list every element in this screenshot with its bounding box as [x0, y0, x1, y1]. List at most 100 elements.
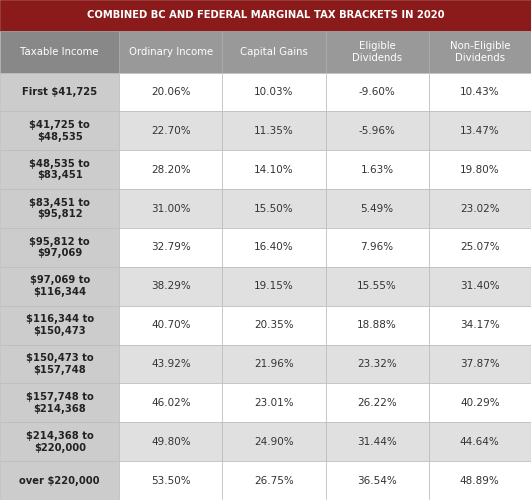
Bar — [119, 112, 222, 150]
Bar — [222, 31, 326, 72]
Bar — [326, 150, 429, 189]
Text: 25.07%: 25.07% — [460, 242, 500, 252]
Bar — [326, 267, 429, 306]
Text: Non-Eligible
Dividends: Non-Eligible Dividends — [450, 41, 510, 62]
Text: 26.22%: 26.22% — [357, 398, 397, 408]
Bar — [429, 112, 531, 150]
Bar — [0, 112, 119, 150]
Bar — [429, 384, 531, 422]
Bar — [0, 306, 119, 344]
Text: $97,069 to
$116,344: $97,069 to $116,344 — [30, 276, 90, 297]
Bar — [326, 461, 429, 500]
Text: 7.96%: 7.96% — [361, 242, 393, 252]
Bar — [119, 384, 222, 422]
Bar — [429, 461, 531, 500]
Text: 22.70%: 22.70% — [151, 126, 191, 136]
Text: 16.40%: 16.40% — [254, 242, 294, 252]
Bar — [429, 228, 531, 267]
Bar — [119, 150, 222, 189]
Text: 48.89%: 48.89% — [460, 476, 500, 486]
Bar — [0, 189, 119, 228]
Bar — [222, 189, 326, 228]
Text: 10.03%: 10.03% — [254, 87, 294, 97]
Text: 19.15%: 19.15% — [254, 281, 294, 291]
Bar — [222, 72, 326, 112]
Text: 23.02%: 23.02% — [460, 204, 500, 214]
Bar — [429, 189, 531, 228]
Bar — [119, 461, 222, 500]
Text: First $41,725: First $41,725 — [22, 87, 97, 97]
Bar — [119, 306, 222, 344]
Text: $41,725 to
$48,535: $41,725 to $48,535 — [29, 120, 90, 142]
Text: 24.90%: 24.90% — [254, 436, 294, 446]
Text: 20.35%: 20.35% — [254, 320, 294, 330]
Bar — [326, 189, 429, 228]
Bar — [0, 384, 119, 422]
Bar — [222, 344, 326, 384]
Text: 37.87%: 37.87% — [460, 359, 500, 369]
Bar — [326, 228, 429, 267]
Text: Ordinary Income: Ordinary Income — [129, 47, 213, 56]
Bar — [429, 344, 531, 384]
Bar — [326, 344, 429, 384]
Bar — [222, 384, 326, 422]
Text: 14.10%: 14.10% — [254, 164, 294, 174]
Bar — [0, 72, 119, 112]
Text: over $220,000: over $220,000 — [20, 476, 100, 486]
Text: Taxable Income: Taxable Income — [21, 47, 99, 56]
Bar — [326, 306, 429, 344]
Text: 40.70%: 40.70% — [151, 320, 191, 330]
Text: 40.29%: 40.29% — [460, 398, 500, 408]
Text: 32.79%: 32.79% — [151, 242, 191, 252]
Bar — [222, 228, 326, 267]
Text: $150,473 to
$157,748: $150,473 to $157,748 — [26, 353, 93, 375]
Bar — [222, 267, 326, 306]
Text: 49.80%: 49.80% — [151, 436, 191, 446]
Bar — [326, 422, 429, 461]
Text: 5.49%: 5.49% — [361, 204, 393, 214]
Bar — [119, 344, 222, 384]
Text: 11.35%: 11.35% — [254, 126, 294, 136]
Bar — [119, 267, 222, 306]
Bar — [429, 306, 531, 344]
Text: 10.43%: 10.43% — [460, 87, 500, 97]
Text: 15.55%: 15.55% — [357, 281, 397, 291]
Text: $95,812 to
$97,069: $95,812 to $97,069 — [29, 236, 90, 258]
Text: 36.54%: 36.54% — [357, 476, 397, 486]
Text: 13.47%: 13.47% — [460, 126, 500, 136]
Text: 44.64%: 44.64% — [460, 436, 500, 446]
Bar — [429, 31, 531, 72]
Text: COMBINED BC AND FEDERAL MARGINAL TAX BRACKETS IN 2020: COMBINED BC AND FEDERAL MARGINAL TAX BRA… — [87, 10, 444, 20]
Text: $157,748 to
$214,368: $157,748 to $214,368 — [26, 392, 93, 413]
Bar — [0, 344, 119, 384]
Bar — [326, 384, 429, 422]
Text: 43.92%: 43.92% — [151, 359, 191, 369]
Text: 31.44%: 31.44% — [357, 436, 397, 446]
Text: 28.20%: 28.20% — [151, 164, 191, 174]
Bar — [222, 306, 326, 344]
Bar — [429, 422, 531, 461]
Text: 46.02%: 46.02% — [151, 398, 191, 408]
Text: $48,535 to
$83,451: $48,535 to $83,451 — [29, 159, 90, 180]
Bar — [0, 422, 119, 461]
Bar — [326, 112, 429, 150]
Text: 34.17%: 34.17% — [460, 320, 500, 330]
Text: 19.80%: 19.80% — [460, 164, 500, 174]
Bar — [326, 72, 429, 112]
Text: $214,368 to
$220,000: $214,368 to $220,000 — [26, 431, 93, 452]
Bar — [0, 228, 119, 267]
Text: 20.06%: 20.06% — [151, 87, 191, 97]
Text: 23.01%: 23.01% — [254, 398, 294, 408]
Text: -9.60%: -9.60% — [358, 87, 396, 97]
Bar — [119, 72, 222, 112]
Text: 31.40%: 31.40% — [460, 281, 500, 291]
Bar — [119, 31, 222, 72]
Bar — [222, 150, 326, 189]
Text: $83,451 to
$95,812: $83,451 to $95,812 — [29, 198, 90, 220]
Bar — [326, 31, 429, 72]
Bar — [0, 461, 119, 500]
Text: 15.50%: 15.50% — [254, 204, 294, 214]
Text: 23.32%: 23.32% — [357, 359, 397, 369]
Text: -5.96%: -5.96% — [358, 126, 396, 136]
Text: 53.50%: 53.50% — [151, 476, 191, 486]
